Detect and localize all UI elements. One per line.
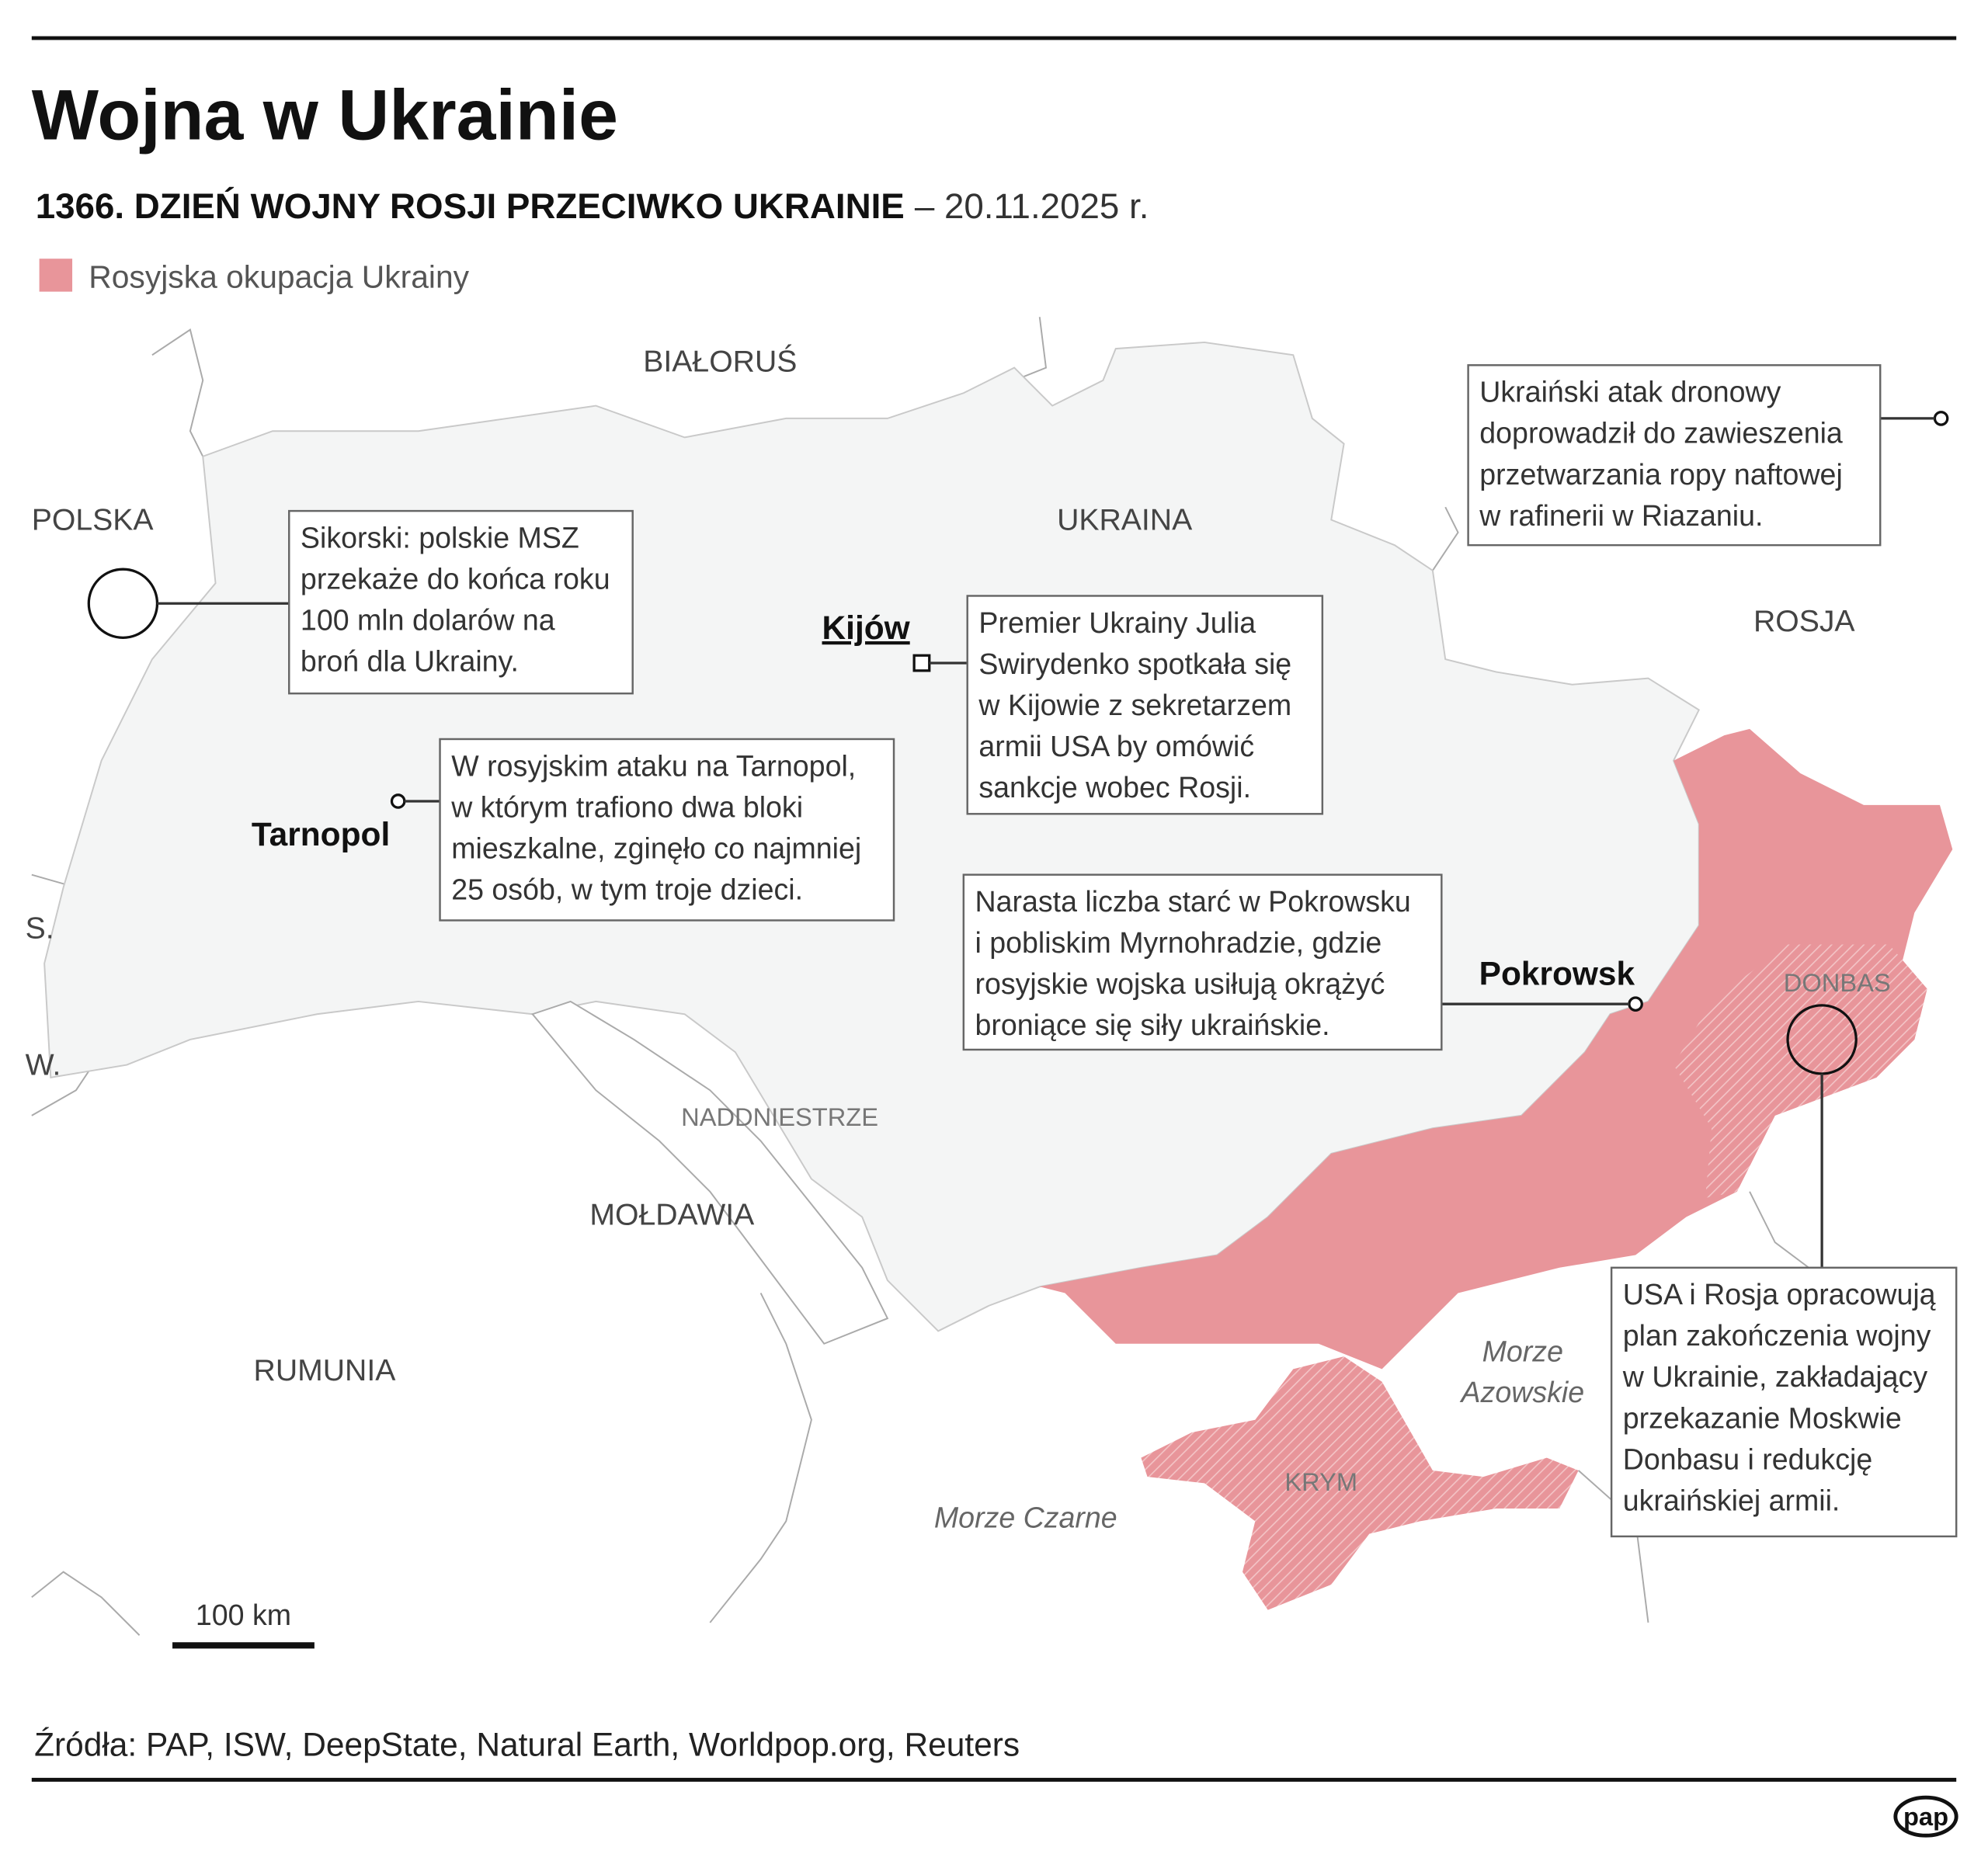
country-label: BIAŁORUŚ <box>643 343 797 378</box>
annotation-text: Premier Ukrainy Julia <box>978 606 1256 639</box>
subtitle-main: 1366. DZIEŃ WOJNY ROSJI PRZECIWKO UKRAIN… <box>36 186 905 226</box>
annotation-text: przekazanie Moskwie <box>1623 1401 1902 1434</box>
moldova <box>531 1000 889 1345</box>
annotation-text: plan zakończenia wojny <box>1623 1319 1931 1352</box>
annotation-text: Ukraiński atak dronowy <box>1479 376 1781 408</box>
crimea-area <box>1141 1356 1579 1610</box>
annotation-box <box>962 873 1443 1051</box>
country-label: S. <box>26 911 54 945</box>
city-label: Tarnopol <box>252 816 390 852</box>
annotation-box <box>966 595 1324 815</box>
marker <box>87 568 159 639</box>
annotation-box <box>1610 1266 1958 1538</box>
sea-label: Azowskie <box>1460 1376 1585 1408</box>
annotation-text: broniące się siły ukraińskie. <box>975 1009 1330 1041</box>
annotation-box <box>439 738 895 922</box>
annotation-text: w Ukrainie, zakładający <box>1622 1360 1928 1393</box>
scale-label: 100 km <box>196 1599 291 1631</box>
annotation-text: w rafinerii w Riazaniu. <box>1479 499 1763 532</box>
annotation-text: USA i Rosja opracowują <box>1623 1278 1936 1311</box>
title: Wojna w Ukrainie <box>32 76 618 155</box>
annotation-text: w którym trafiono dwa bloki <box>450 790 803 823</box>
region-label: KRYM <box>1284 1467 1357 1496</box>
region-label: NADDNIESTRZE <box>681 1102 878 1131</box>
annotation-text: W rosyjskim ataku na Tarnopol, <box>451 749 856 782</box>
country-label: RUMUNIA <box>254 1354 397 1387</box>
country-label: UKRAINA <box>1057 504 1193 537</box>
marker <box>912 654 931 672</box>
leaders <box>87 411 1949 1268</box>
source: Źródła: PAP, ISW, DeepState, Natural Ear… <box>34 1726 1020 1762</box>
subtitle: 1366. DZIEŃ WOJNY ROSJI PRZECIWKO UKRAIN… <box>36 186 1149 226</box>
annotation-text: 100 mln dolarów na <box>301 604 555 637</box>
city-label: Pokrowsk <box>1479 956 1635 992</box>
annotation-text: doprowadził do zawieszenia <box>1479 417 1843 450</box>
annotation-text: mieszkalne, zginęło co najmniej <box>451 832 861 864</box>
logo-frame <box>1893 1795 1958 1838</box>
occupied-area <box>1039 728 1953 1370</box>
annotation-text: 25 osób, w tym troje dzieci. <box>451 873 803 906</box>
annotation-text: Donbasu i redukcję <box>1623 1443 1872 1475</box>
annotation-text: Swirydenko spotkała się <box>978 648 1291 680</box>
sea-label: Morze <box>1482 1335 1563 1368</box>
country-label: MOŁDAWIA <box>589 1198 755 1231</box>
marker <box>390 793 406 809</box>
region-label: DONBAS <box>1784 968 1891 997</box>
annotations: Sikorski: polskie MSZ przekaże do końca r… <box>288 364 1958 1538</box>
country-label: ROSJA <box>1753 605 1855 638</box>
legend-swatch <box>39 259 73 292</box>
annotation-text: Narasta liczba starć w Pokrowsku <box>975 885 1411 918</box>
annotation-text: w Kijowie z sekretarzem <box>978 689 1291 721</box>
annotation-text: i pobliskim Myrnohradzie, gdzie <box>975 926 1382 959</box>
country-label: W. <box>26 1049 61 1082</box>
sea-label: Morze Czarne <box>934 1501 1117 1533</box>
annotation-text: rosyjskie wojska usiłują okrążyć <box>975 967 1385 1000</box>
annotation-box <box>1467 364 1882 547</box>
annotation-text: przetwarzania ropy naftowej <box>1479 458 1843 491</box>
annotation-text: Sikorski: polskie MSZ <box>301 521 579 554</box>
subtitle-date: – 20.11.2025 r. <box>915 186 1149 226</box>
annotation-text: ukraińskiej armii. <box>1623 1484 1840 1516</box>
annotation-box <box>288 509 634 695</box>
city-label: Kijów <box>822 609 911 646</box>
annotation-text: armii USA by omówić <box>978 730 1254 762</box>
spacer <box>0 0 508 13</box>
annotation-text: przekaże do końca roku <box>301 563 610 595</box>
annotation-text: broń dla Ukrainy. <box>301 645 519 678</box>
country-label: POLSKA <box>32 504 155 537</box>
donbas-area <box>1673 944 1927 1198</box>
legend-label: Rosyjska okupacja Ukrainy <box>89 259 469 295</box>
marker <box>1933 411 1949 426</box>
logo: pap <box>1903 1802 1948 1831</box>
annotation-text: sankcje wobec Rosji. <box>978 771 1251 804</box>
marker <box>1628 996 1643 1012</box>
